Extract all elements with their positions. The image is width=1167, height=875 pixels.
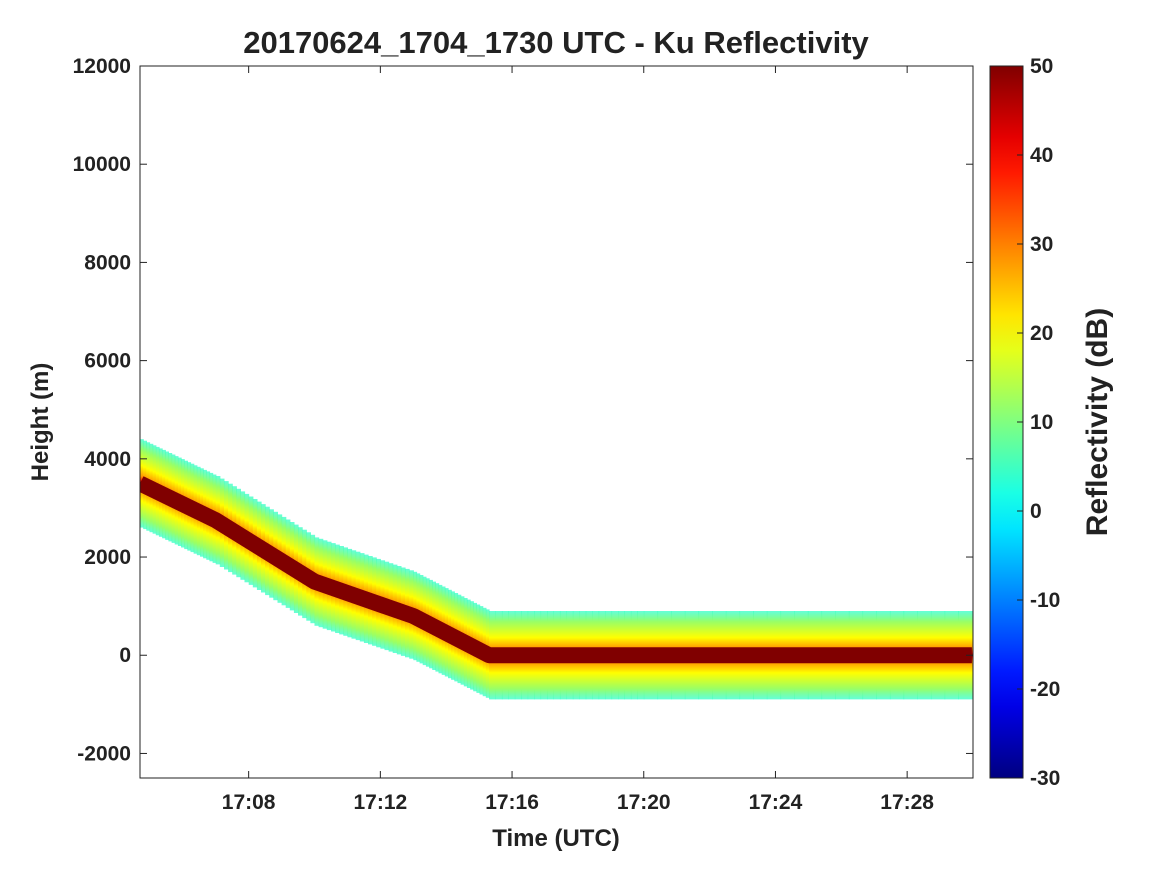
y-tick-label: 2000 [84, 546, 131, 569]
colorbar-label: Reflectivity (dB) [1081, 308, 1114, 536]
colorbar-tick-label: -20 [1030, 678, 1060, 701]
y-tick-label: 4000 [84, 448, 131, 471]
plot-frame [139, 65, 974, 779]
colorbar-ticks: 50 40 30 20 10 0 -10 -20 -30 [1017, 55, 1060, 790]
x-tick-label: 17:12 [353, 791, 407, 814]
chart-title: 20170624_1704_1730 UTC - Ku Reflectivity [243, 25, 869, 60]
colorbar: 50 40 30 20 10 0 -10 -20 -30 [989, 55, 1060, 790]
y-tick-label: 6000 [84, 350, 131, 373]
plot-area: 17:08 17:12 17:16 17:20 17:24 17:28 12000 1000… [73, 55, 974, 814]
x-tick-label: 17:20 [617, 791, 671, 814]
colorbar-tick-label: 40 [1030, 144, 1053, 167]
colorbar-tick-label: 30 [1030, 233, 1053, 256]
surface-echo-core [140, 476, 972, 664]
y-axis-ticks: 12000 10000 8000 6000 4000 2000 0 -2000 [73, 55, 973, 765]
y-tick-label: -2000 [77, 742, 131, 765]
y-tick-label: 8000 [84, 251, 131, 274]
colorbar-tick-label: -10 [1030, 589, 1060, 612]
y-tick-label: 12000 [73, 55, 131, 78]
x-tick-label: 17:08 [222, 791, 276, 814]
colorbar-tick-label: 0 [1030, 500, 1042, 523]
y-tick-label: 10000 [73, 153, 131, 176]
x-tick-label: 17:24 [749, 791, 803, 814]
colorbar-tick-label: -30 [1030, 767, 1060, 790]
y-axis-label: Height (m) [27, 363, 54, 482]
colorbar-tick-label: 50 [1030, 55, 1053, 78]
x-tick-label: 17:16 [485, 791, 539, 814]
x-tick-label: 17:28 [880, 791, 934, 814]
y-tick-label: 0 [119, 644, 131, 667]
x-axis-label: Time (UTC) [492, 825, 620, 852]
colorbar-tick-label: 20 [1030, 322, 1053, 345]
x-axis-ticks: 17:08 17:12 17:16 17:20 17:24 17:28 [222, 66, 934, 814]
colorbar-tick-label: 10 [1030, 411, 1053, 434]
reflectivity-field [140, 439, 973, 700]
